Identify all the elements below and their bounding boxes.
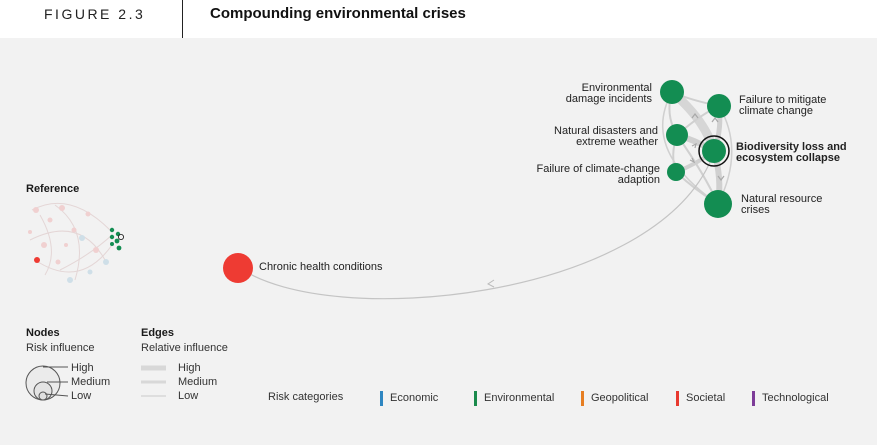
legend-edge-medium: Medium bbox=[178, 376, 218, 388]
header-divider bbox=[182, 0, 183, 38]
legend-nodes-title: Nodes bbox=[26, 327, 60, 339]
legend-edge-high: High bbox=[178, 362, 201, 374]
legend-edge-widths bbox=[141, 365, 166, 397]
label-line: ecosystem collapse bbox=[736, 152, 840, 164]
figure-label: FIGURE 2.3 bbox=[44, 6, 146, 22]
label-natural-resource: Natural resource crises bbox=[741, 194, 861, 216]
legend-node-high: High bbox=[71, 362, 94, 374]
legend-edge-low: Low bbox=[178, 390, 199, 402]
legend-categories-label: Risk categories bbox=[268, 391, 344, 403]
node-failure-mitigate[interactable] bbox=[707, 94, 731, 118]
label-natural-disasters: Natural disasters and extreme weather bbox=[518, 126, 658, 148]
node-natural-disasters[interactable] bbox=[666, 124, 688, 146]
label-line: Natural resource bbox=[741, 193, 823, 205]
category-geopolitical: Geopolitical bbox=[581, 391, 648, 406]
label-line: climate change bbox=[739, 105, 813, 117]
legend-node-low: Low bbox=[71, 390, 92, 402]
label-line: Chronic health conditions bbox=[259, 261, 383, 273]
legend-edges-title: Edges bbox=[141, 327, 175, 339]
legend-node-medium: Medium bbox=[71, 376, 111, 388]
category-economic: Economic bbox=[380, 391, 438, 406]
node-biodiversity-highlight-ring bbox=[698, 135, 730, 167]
label-biodiversity-loss: Biodiversity loss and ecosystem collapse bbox=[736, 142, 871, 164]
node-failure-adaption[interactable] bbox=[667, 163, 685, 181]
edge-arrow bbox=[487, 279, 495, 288]
figure-header: FIGURE 2.3 Compounding environmental cri… bbox=[0, 0, 877, 38]
node-natural-resource[interactable] bbox=[704, 190, 732, 218]
label-line: crises bbox=[741, 204, 770, 216]
label-line: Biodiversity loss and bbox=[736, 141, 847, 153]
reference-title: Reference bbox=[26, 183, 80, 195]
edge bbox=[661, 91, 719, 205]
label-line: Natural disasters and bbox=[554, 125, 658, 137]
label-line: Environmental bbox=[581, 82, 652, 94]
label-environmental-damage: Environmental damage incidents bbox=[540, 83, 652, 105]
label-failure-mitigate: Failure to mitigate climate change bbox=[739, 95, 859, 117]
category-societal: Societal bbox=[676, 391, 725, 406]
legend-nodes-subtitle: Risk influence bbox=[26, 342, 95, 354]
label-line: Failure of climate-change bbox=[536, 163, 660, 175]
legend-node-sizes bbox=[25, 365, 69, 401]
reference-thumbnail bbox=[28, 202, 125, 283]
label-line: adaption bbox=[617, 174, 660, 186]
node-environmental-damage[interactable] bbox=[660, 80, 684, 104]
label-failure-adaption: Failure of climate-change adaption bbox=[500, 164, 660, 186]
category-environmental: Environmental bbox=[474, 391, 554, 406]
node-chronic-health[interactable] bbox=[223, 253, 253, 283]
label-chronic-health: Chronic health conditions bbox=[259, 262, 439, 273]
category-technological: Technological bbox=[752, 391, 829, 406]
label-line: damage incidents bbox=[565, 93, 652, 105]
figure-title: Compounding environmental crises bbox=[210, 5, 466, 22]
edge-arrows bbox=[689, 113, 725, 181]
legend-edges-subtitle: Relative influence bbox=[141, 342, 228, 354]
node-biodiversity-loss[interactable] bbox=[702, 139, 726, 163]
label-line: Failure to mitigate bbox=[739, 94, 827, 106]
edge-biodiversity-to-chronic-health bbox=[239, 159, 712, 300]
label-line: extreme weather bbox=[576, 136, 658, 148]
